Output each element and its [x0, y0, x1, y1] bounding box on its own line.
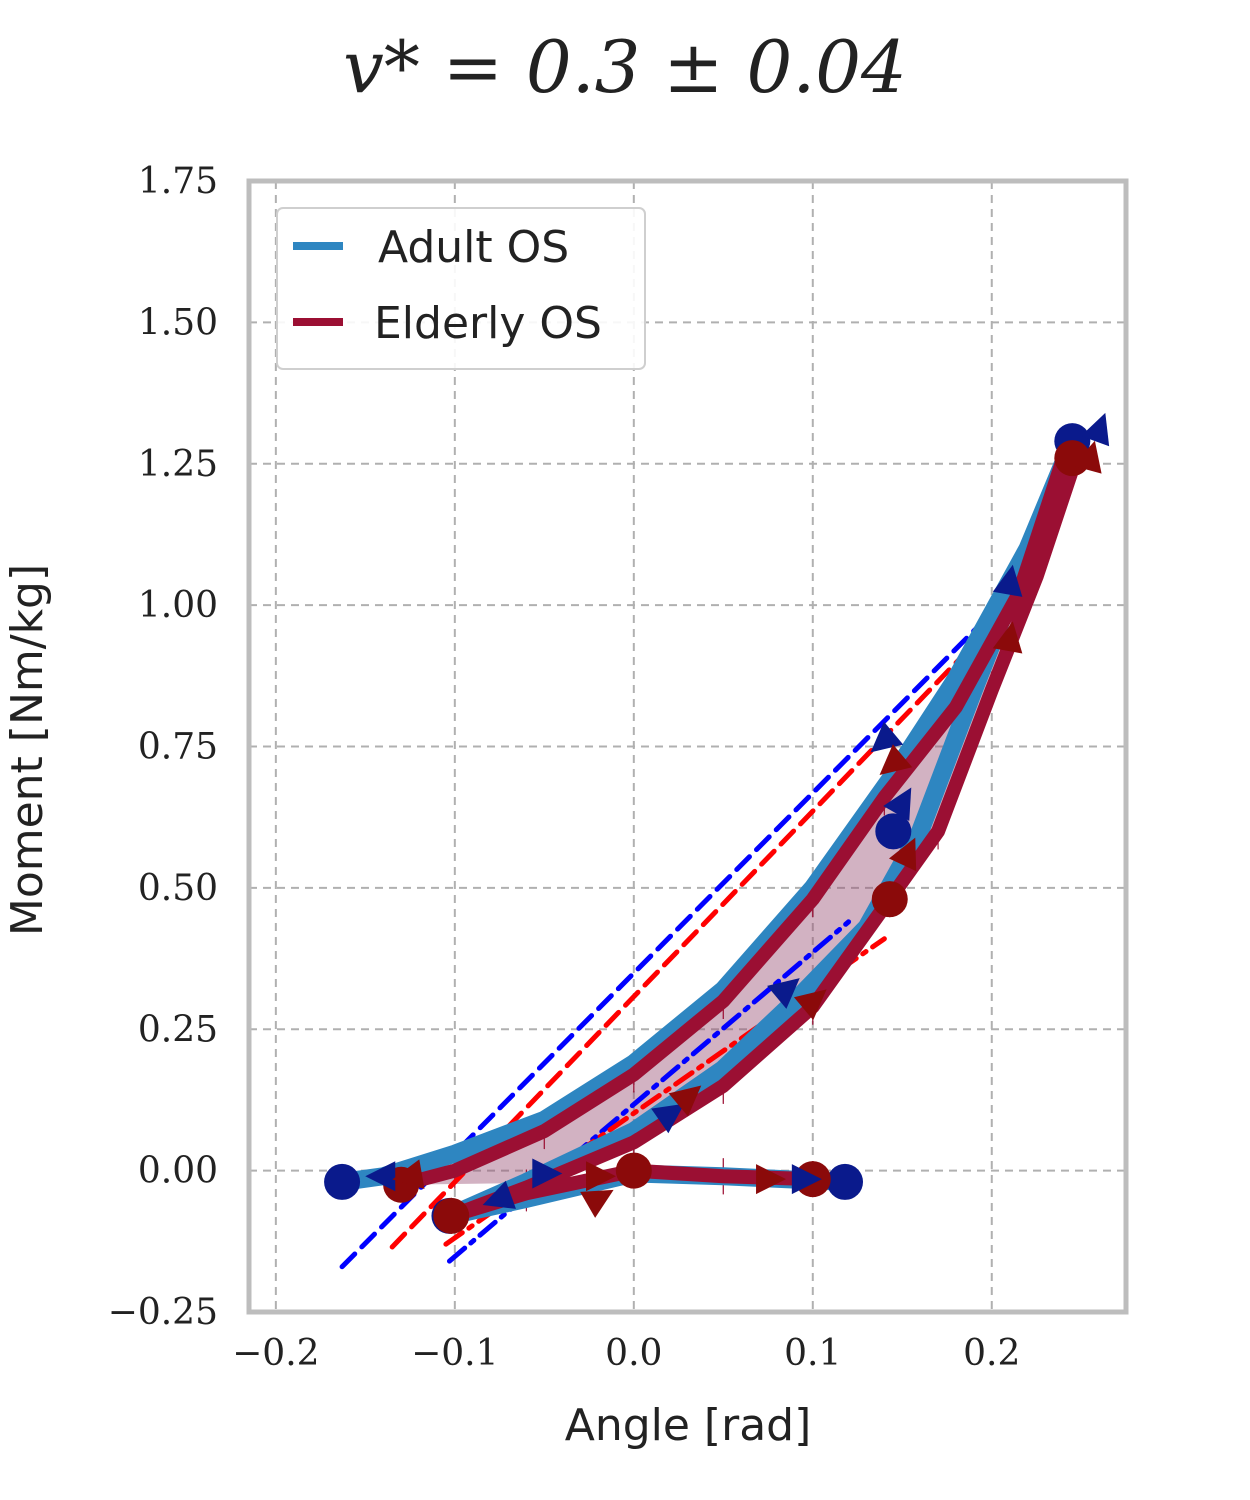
- x-tick-label: 0.2: [963, 1333, 1020, 1374]
- elderly-point: [433, 1197, 470, 1234]
- y-tick-label: 0.75: [138, 727, 218, 768]
- elderly-arrow: [580, 1189, 614, 1218]
- adult-arrow: [365, 1161, 396, 1192]
- adult-arrow: [883, 787, 912, 821]
- adult-arrow: [992, 564, 1023, 597]
- y-tick-label: 1.25: [138, 444, 218, 485]
- elderly-arrow: [879, 744, 913, 776]
- elderly-arrow: [1072, 440, 1102, 474]
- adult-point: [875, 813, 912, 850]
- y-tick-labels: −0.25 0.00 0.25 0.50 0.75 1.00 1.25 1.50 1.75: [108, 161, 218, 1333]
- legend-label-elderly: Elderly OS: [374, 298, 602, 349]
- x-tick-label: 0.0: [605, 1333, 662, 1374]
- elderly-hysteresis-fill: [401, 458, 1073, 1216]
- legend-box: [276, 207, 646, 370]
- x-tick-label: 0.1: [784, 1333, 841, 1374]
- series-lines: [333, 432, 1082, 1225]
- adult-arrow: [532, 1158, 563, 1189]
- adult-point: [827, 1163, 864, 1200]
- adult-arrow: [1080, 412, 1110, 447]
- x-axis-label: Angle [rad]: [565, 1400, 812, 1451]
- adult-arrow: [767, 978, 800, 1009]
- legend: Adult OS Elderly OS: [276, 207, 646, 370]
- y-tick-label: 1.50: [138, 302, 218, 343]
- y-tick-label: −0.25: [108, 1292, 218, 1333]
- elderly-arrow: [586, 1161, 617, 1192]
- y-tick-label: 1.00: [138, 585, 218, 626]
- adult-point: [324, 1163, 361, 1200]
- elderly-point: [871, 881, 908, 918]
- y-axis-label: Moment [Nm/kg]: [2, 564, 53, 936]
- x-tick-labels: −0.2 −0.1 0.0 0.1 0.2: [232, 1333, 1020, 1374]
- x-tick-label: −0.1: [411, 1333, 498, 1374]
- y-tick-label: 1.75: [138, 161, 218, 202]
- y-tick-label: 0.00: [138, 1151, 218, 1192]
- adult-arrow: [482, 1180, 516, 1209]
- fit-line-adult-dashed: [339, 574, 1031, 1270]
- adult-arrow: [651, 1103, 685, 1134]
- series-line-elderly: [394, 451, 1080, 1223]
- adult-arrow: [870, 721, 904, 753]
- y-tick-label: 0.50: [138, 868, 218, 909]
- chart-title: v* = 0.3 ± 0.04: [343, 25, 907, 109]
- elderly-point: [615, 1152, 652, 1189]
- y-tick-label: 0.25: [138, 1009, 218, 1050]
- markers: [324, 412, 1110, 1234]
- elderly-arrow: [756, 1164, 787, 1195]
- elderly-arrow: [392, 1159, 425, 1189]
- plot-frame: [246, 178, 1129, 1315]
- elderly-arrow: [888, 837, 917, 872]
- x-tick-label: −0.2: [232, 1333, 319, 1374]
- elderly-arrow: [668, 1085, 702, 1117]
- adult-arrow: [791, 1164, 822, 1195]
- elderly-arrow: [793, 989, 827, 1021]
- elderly-arrow: [992, 621, 1023, 654]
- fit-lines: [339, 449, 1075, 1270]
- legend-label-adult: Adult OS: [378, 222, 569, 273]
- hysteresis-area: [400, 440, 1073, 1234]
